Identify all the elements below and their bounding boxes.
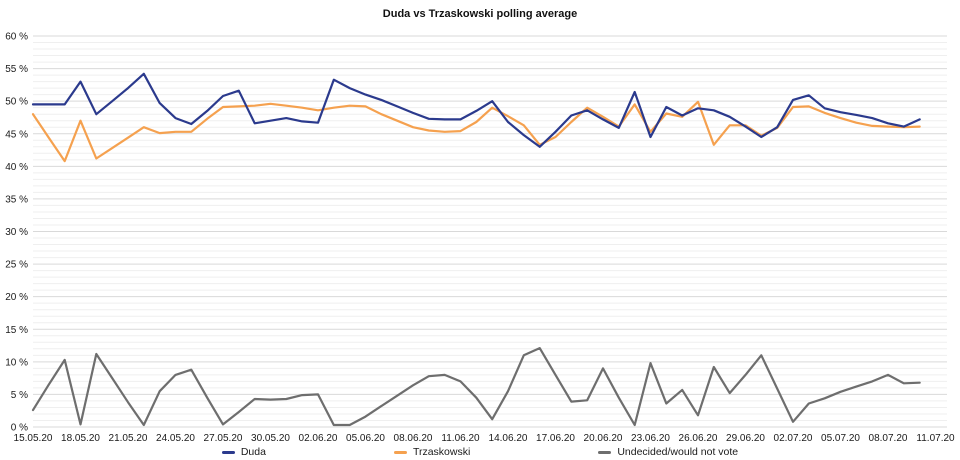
x-tick-label: 17.06.20	[536, 433, 575, 444]
y-tick-label: 30 %	[5, 227, 28, 238]
y-tick-label: 10 %	[5, 357, 28, 368]
y-tick-label: 15 %	[5, 325, 28, 336]
x-tick-label: 02.07.20	[774, 433, 813, 444]
y-tick-label: 5 %	[11, 390, 28, 401]
x-tick-label: 27.05.20	[204, 433, 243, 444]
y-tick-label: 60 %	[5, 32, 28, 43]
x-tick-label: 26.06.20	[679, 433, 718, 444]
y-tick-label: 40 %	[5, 162, 28, 173]
duda-line-swatch	[221, 450, 235, 454]
x-tick-label: 23.06.20	[631, 433, 670, 444]
x-tick-label: 21.05.20	[109, 433, 148, 444]
x-tick-label: 11.07.20	[916, 433, 955, 444]
y-tick-label: 50 %	[5, 97, 28, 108]
legend: Duda Trzaskowski Undecided/would not vot…	[0, 446, 960, 458]
legend-item-trzaskowski: Trzaskowski	[393, 446, 471, 458]
x-tick-label: 05.07.20	[821, 433, 860, 444]
legend-item-undecided: Undecided/would not vote	[598, 446, 738, 458]
x-tick-label: 29.06.20	[726, 433, 765, 444]
chart-title: Duda vs Trzaskowski polling average	[382, 8, 578, 20]
x-tick-label: 11.06.20	[441, 433, 480, 444]
x-tick-label: 08.06.20	[394, 433, 433, 444]
x-tick-label: 30.05.20	[251, 433, 290, 444]
y-tick-label: 0 %	[11, 423, 28, 434]
x-tick-label: 08.07.20	[869, 433, 908, 444]
x-tick-label: 24.05.20	[156, 433, 195, 444]
x-tick-label: 05.06.20	[346, 433, 385, 444]
y-tick-label: 20 %	[5, 292, 28, 303]
legend-item-duda: Duda	[221, 446, 266, 458]
duda-line	[31, 72, 921, 148]
x-tick-label: 20.06.20	[584, 433, 623, 444]
x-tick-label: 15.05.20	[14, 433, 53, 444]
plot-area: 0 % 5 % 10 % 15 % 20 % 25 % 30 % 35 % 40 % 45 % 50…	[5, 32, 955, 445]
y-tick-label: 25 %	[5, 260, 28, 271]
y-tick-label: 35 %	[5, 194, 28, 205]
undecided-would-not-vote-line	[31, 347, 921, 427]
y-tick-label: 55 %	[5, 64, 28, 75]
x-tick-label: 02.06.20	[299, 433, 338, 444]
y-tick-label: 45 %	[5, 129, 28, 140]
legend-label-trzaskowski: Trzaskowski	[412, 446, 471, 458]
x-tick-label: 18.05.20	[61, 433, 100, 444]
trzaskowski-line-swatch	[393, 450, 407, 454]
undecided-line-swatch	[598, 450, 612, 454]
legend-label-undecided: Undecided/would not vote	[617, 446, 739, 458]
x-tick-label: 14.06.20	[489, 433, 528, 444]
legend-label-duda: Duda	[240, 446, 266, 458]
